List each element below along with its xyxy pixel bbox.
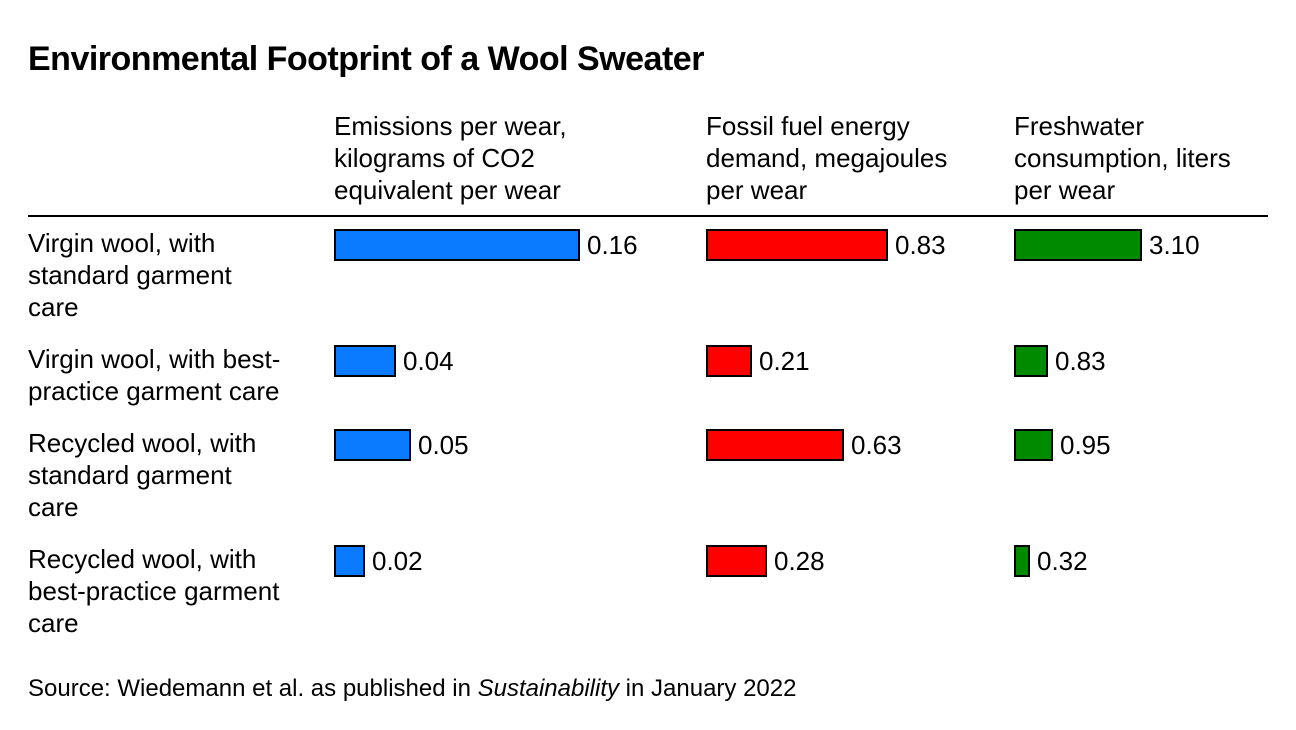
row-label-1: Virgin wool, with standard garment care [28,228,232,322]
column-header-2: Fossil fuel energy demand, megajoules pe… [706,111,948,205]
source-note: Source: Wiedemann et al. as published in… [28,674,796,704]
row-label-3: Recycled wool, with standard garment car… [28,428,257,522]
bar-series2-row3 [706,429,844,461]
bar-series3-row4 [1014,545,1030,577]
bar-series3-row2 [1014,345,1048,377]
source-publication: Sustainability [477,675,620,702]
value-label-series2-row3: 0.63 [851,430,902,460]
column-header-3: Freshwater consumption, liters per wear [1014,111,1231,205]
row-label-2: Virgin wool, with best- practice garment… [28,344,281,406]
value-label-series1-row2: 0.04 [403,346,454,376]
value-label-series3-row1: 3.10 [1149,230,1200,260]
value-label-series3-row3: 0.95 [1060,430,1111,460]
value-label-series1-row4: 0.02 [372,546,423,576]
value-label-series1-row1: 0.16 [587,230,638,260]
bar-series1-row3 [334,429,411,461]
bar-series1-row4 [334,545,365,577]
bar-series2-row2 [706,345,752,377]
bar-series1-row2 [334,345,396,377]
bar-series3-row1 [1014,229,1142,261]
column-header-1: Emissions per wear, kilograms of CO2 equ… [334,111,567,205]
bar-series2-row1 [706,229,888,261]
value-label-series1-row3: 0.05 [418,430,469,460]
bar-series1-row1 [334,229,580,261]
value-label-series3-row4: 0.32 [1037,546,1088,576]
source-prefix: Source: Wiedemann et al. as published in [28,675,478,702]
bar-series3-row3 [1014,429,1053,461]
header-divider [28,215,1268,217]
value-label-series3-row2: 0.83 [1055,346,1106,376]
source-suffix: in January 2022 [619,675,797,702]
row-label-4: Recycled wool, with best-practice garmen… [28,544,280,638]
value-label-series2-row1: 0.83 [895,230,946,260]
chart-title: Environmental Footprint of a Wool Sweate… [28,40,704,78]
value-label-series2-row2: 0.21 [759,346,810,376]
bar-series2-row4 [706,545,767,577]
value-label-series2-row4: 0.28 [774,546,825,576]
